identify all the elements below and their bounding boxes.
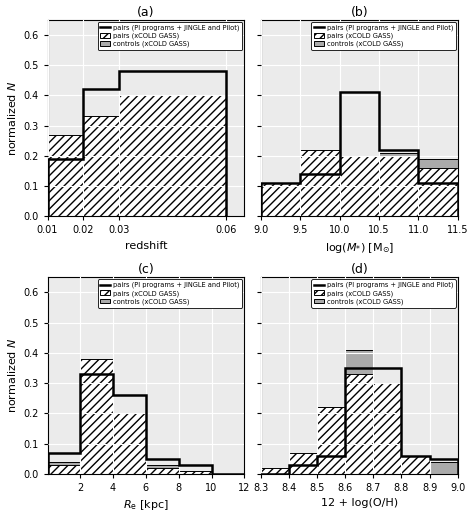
Bar: [113, 413, 146, 474]
Bar: [179, 471, 211, 474]
Bar: [146, 468, 179, 474]
Bar: [374, 405, 401, 474]
Bar: [300, 177, 339, 216]
Bar: [374, 383, 401, 474]
Bar: [379, 156, 419, 216]
Bar: [317, 407, 345, 474]
Bar: [429, 462, 458, 474]
Bar: [339, 156, 379, 216]
Bar: [419, 168, 458, 216]
Title: (a): (a): [137, 6, 155, 19]
Legend: pairs (PI programs + JINGLE and Pilot), pairs (xCOLD GASS), controls (xCOLD GASS: pairs (PI programs + JINGLE and Pilot), …: [98, 22, 242, 50]
Bar: [261, 471, 289, 474]
Bar: [289, 453, 317, 474]
X-axis label: $R_{\mathrm{e}}$ [kpc]: $R_{\mathrm{e}}$ [kpc]: [123, 498, 169, 512]
Bar: [80, 359, 113, 474]
Bar: [317, 407, 345, 474]
Legend: pairs (PI programs + JINGLE and Pilot), pairs (xCOLD GASS), controls (xCOLD GASS: pairs (PI programs + JINGLE and Pilot), …: [311, 279, 456, 308]
Legend: pairs (PI programs + JINGLE and Pilot), pairs (xCOLD GASS), controls (xCOLD GASS: pairs (PI programs + JINGLE and Pilot), …: [98, 279, 242, 308]
X-axis label: 12 + log(O/H): 12 + log(O/H): [321, 498, 398, 509]
Bar: [401, 456, 429, 474]
Bar: [47, 465, 80, 474]
Bar: [339, 156, 379, 216]
X-axis label: redshift: redshift: [125, 241, 167, 251]
Title: (d): (d): [350, 263, 368, 276]
Bar: [401, 456, 429, 474]
Bar: [179, 471, 211, 474]
Bar: [119, 95, 227, 216]
Y-axis label: normalized $N$: normalized $N$: [6, 80, 18, 156]
Bar: [146, 465, 179, 474]
Bar: [47, 135, 83, 216]
Legend: pairs (PI programs + JINGLE and Pilot), pairs (xCOLD GASS), controls (xCOLD GASS: pairs (PI programs + JINGLE and Pilot), …: [311, 22, 456, 50]
Bar: [379, 153, 419, 216]
Bar: [119, 192, 227, 216]
Bar: [113, 413, 146, 474]
Bar: [47, 462, 80, 474]
Bar: [47, 198, 83, 216]
Bar: [300, 150, 339, 216]
Bar: [83, 174, 119, 216]
Bar: [419, 159, 458, 216]
Bar: [80, 377, 113, 474]
Title: (b): (b): [350, 6, 368, 19]
Bar: [345, 374, 374, 474]
Bar: [289, 462, 317, 474]
Bar: [345, 350, 374, 474]
Bar: [83, 117, 119, 216]
Y-axis label: normalized $N$: normalized $N$: [6, 338, 18, 413]
X-axis label: log($M_{*}$) [M$_{\odot}$]: log($M_{*}$) [M$_{\odot}$]: [325, 241, 394, 255]
Title: (c): (c): [137, 263, 154, 276]
Bar: [261, 207, 300, 216]
Bar: [261, 183, 300, 216]
Bar: [261, 468, 289, 474]
